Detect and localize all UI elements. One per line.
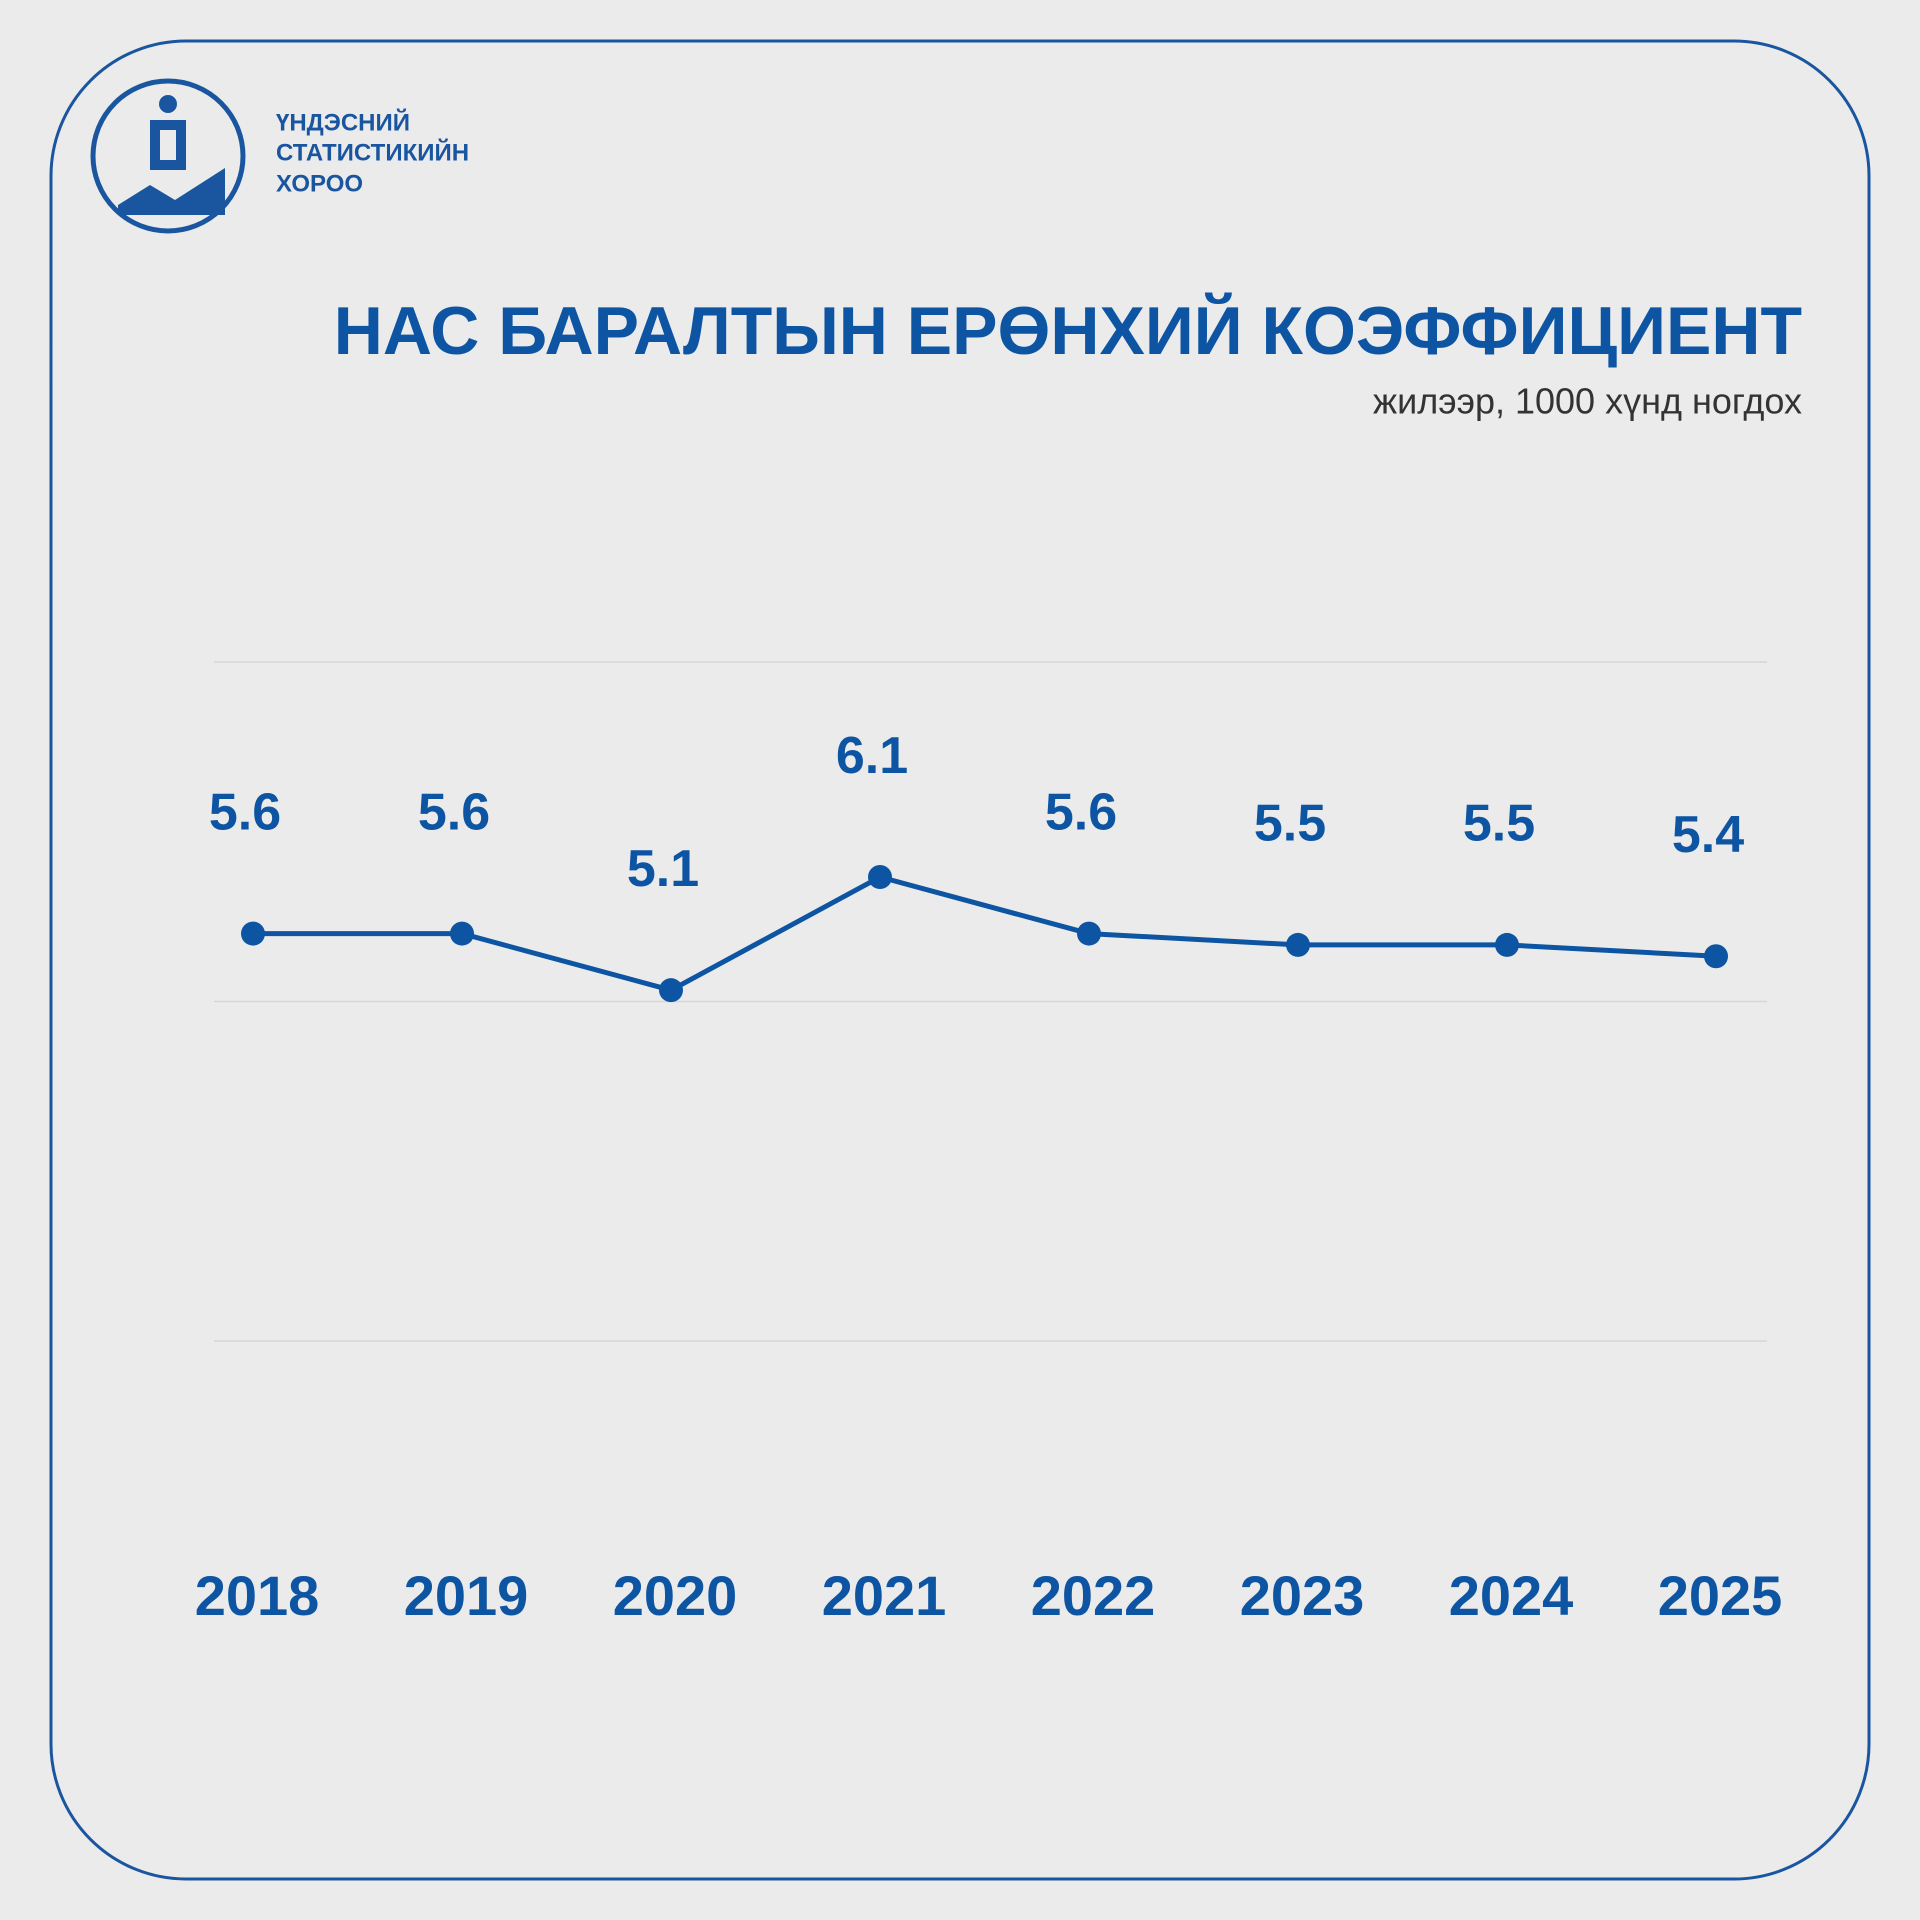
x-tick-label: 2025 [1658,1564,1783,1627]
logo [90,78,246,234]
x-tick-label: 2022 [1031,1564,1156,1627]
value-label: 5.6 [1045,783,1117,841]
point [241,921,265,946]
x-tick-label: 2024 [1449,1564,1574,1627]
value-label: 5.6 [418,783,490,841]
x-tick-label: 2019 [404,1564,529,1627]
frame [49,39,1871,1881]
point [1704,944,1728,969]
x-tick-label: 2023 [1240,1564,1365,1627]
org-name: СТАТИСТИКИЙН [276,138,469,166]
x-tick-label: 2020 [613,1564,738,1627]
value-label: 5.1 [627,840,699,898]
point [1077,921,1101,946]
chart-subtitle: жилээр, 1000 хүнд ногдох [1373,381,1802,422]
chart-title: НАС БАРАЛТЫН ЕРӨНХИЙ КОЭФФИЦИЕНТ [334,292,1802,369]
point [1495,932,1519,957]
point [1286,932,1310,957]
point [450,921,474,946]
point [868,865,892,890]
x-tick-label: 2021 [822,1564,947,1627]
point [659,978,683,1003]
line [253,874,1717,993]
org-name: ХОРОО [276,170,363,197]
value-label: 5.5 [1254,795,1326,853]
value-label: 5.6 [209,783,281,841]
org-name: ҮНДЭСНИЙ [276,108,410,136]
value-label: 5.4 [1672,806,1744,864]
value-label: 6.1 [836,727,908,785]
x-tick-label: 2018 [195,1564,320,1627]
value-label: 5.5 [1463,795,1535,853]
